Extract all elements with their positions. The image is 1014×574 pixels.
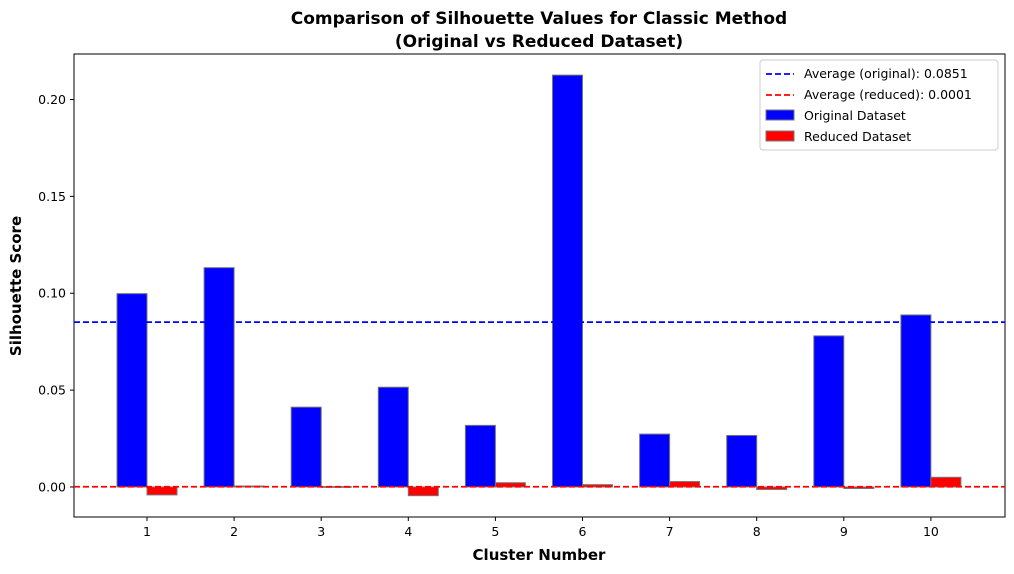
original-bar-6 — [552, 74, 583, 488]
reduced-bar-4 — [407, 486, 439, 497]
chart-title: Comparison of Silhouette Values for Clas… — [291, 9, 787, 29]
x-tick-label: 3 — [317, 524, 325, 539]
original-bar-7 — [639, 433, 671, 488]
y-axis-ticks: 0.00 0.05 0.10 0.15 0.20 — [38, 92, 74, 494]
original-bar-2 — [203, 267, 235, 488]
legend: Average (original): 0.0851 Average (redu… — [759, 59, 999, 151]
x-tick-label: 8 — [753, 524, 761, 539]
x-tick-label: 6 — [579, 524, 587, 539]
y-tick-label: 0.20 — [38, 92, 66, 107]
original-bar-4 — [377, 386, 409, 488]
y-tick-label: 0.15 — [38, 189, 66, 204]
x-tick-label: 1 — [143, 524, 151, 539]
y-tick-label: 0.10 — [38, 286, 66, 301]
x-tick-label: 9 — [840, 524, 848, 539]
original-bar-9 — [813, 335, 845, 488]
y-axis-label: Silhouette Score — [7, 216, 25, 356]
legend-swatch-reduced — [765, 130, 795, 142]
legend-label-avg-original: Average (original): 0.0851 — [804, 66, 968, 81]
chart-subtitle: (Original vs Reduced Dataset) — [395, 32, 683, 52]
x-tick-label: 10 — [923, 524, 939, 539]
original-bar-8 — [726, 434, 758, 488]
original-bar-3 — [290, 406, 322, 488]
legend-label-reduced: Reduced Dataset — [804, 129, 911, 144]
y-tick-label: 0.05 — [38, 383, 66, 398]
reduced-series-bars — [146, 476, 962, 497]
y-tick-label: 0.00 — [38, 479, 66, 494]
legend-label-original: Original Dataset — [804, 108, 906, 123]
reference-lines — [74, 321, 1005, 488]
x-axis-ticks: 1 2 3 4 5 6 7 8 9 10 — [143, 517, 939, 539]
plot-area — [73, 53, 1006, 518]
reduced-bar-7 — [669, 481, 701, 488]
reduced-bar-10 — [930, 476, 962, 488]
legend-label-avg-reduced: Average (reduced): 0.0001 — [804, 87, 972, 102]
legend-swatch-original — [765, 109, 795, 121]
x-tick-label: 5 — [491, 524, 499, 539]
x-tick-label: 4 — [404, 524, 412, 539]
legend-box — [759, 59, 999, 151]
x-tick-label: 7 — [666, 524, 674, 539]
reduced-bar-1 — [146, 486, 178, 496]
x-tick-label: 2 — [230, 524, 238, 539]
original-bar-10 — [900, 314, 932, 488]
original-bar-5 — [464, 424, 496, 488]
x-axis-label: Cluster Number — [473, 546, 606, 564]
